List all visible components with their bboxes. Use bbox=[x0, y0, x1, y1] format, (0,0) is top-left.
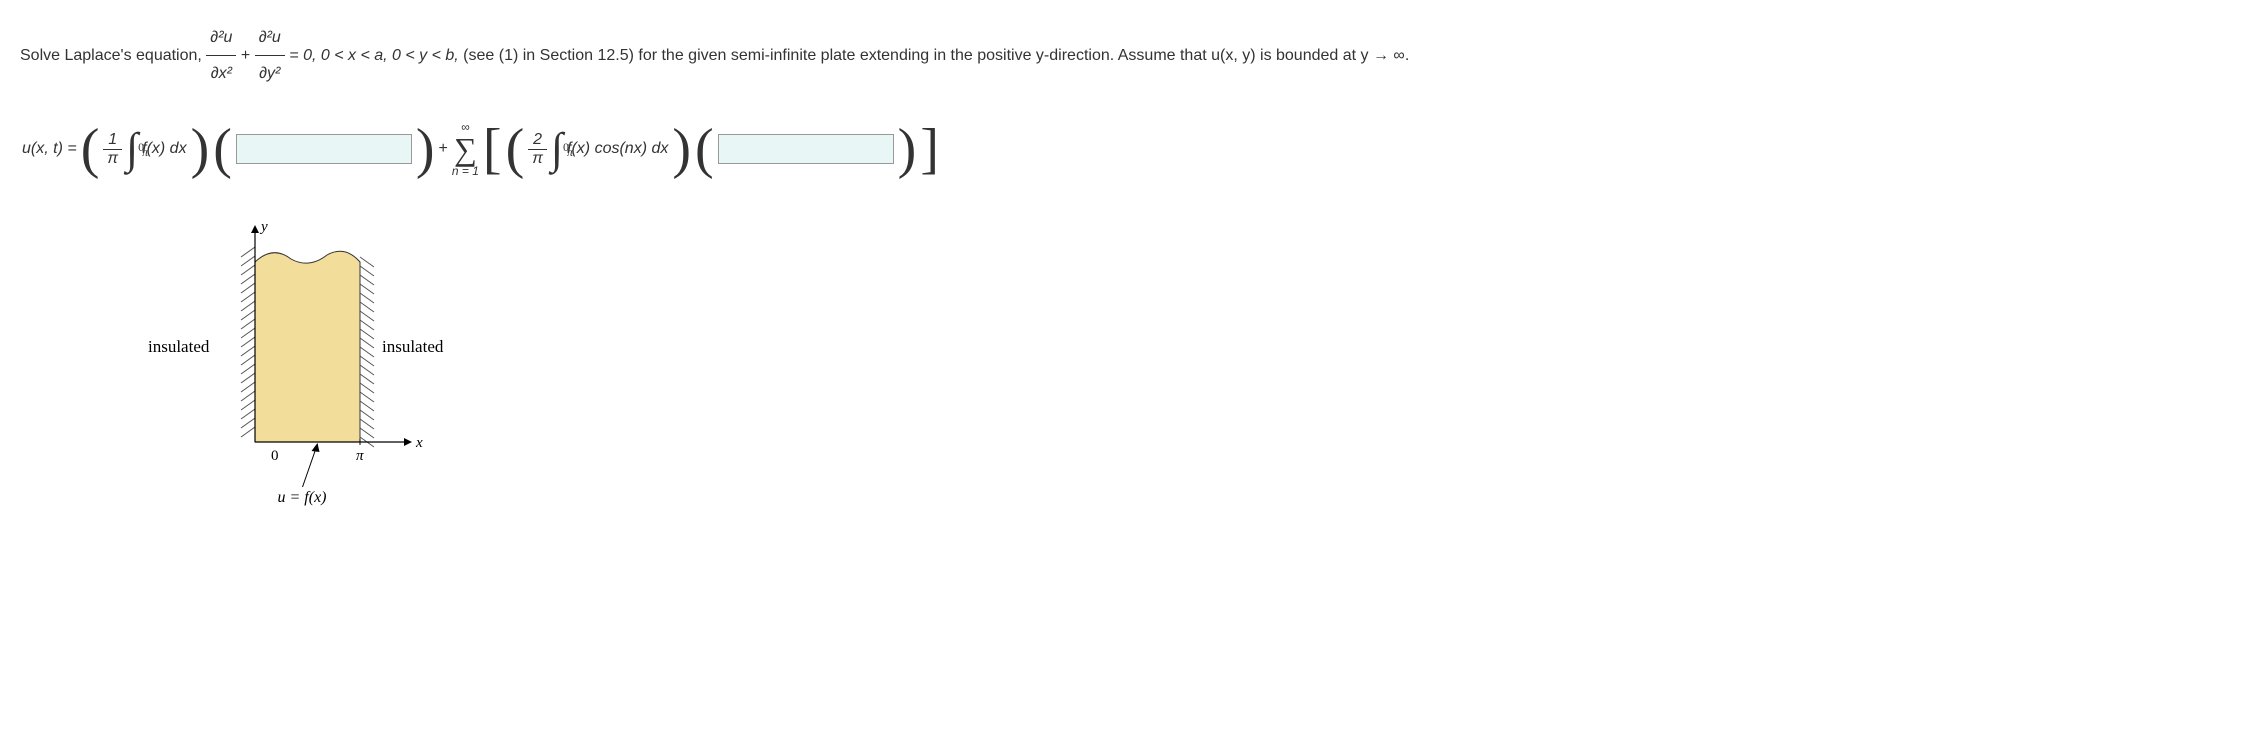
frac-2-over-pi: 2 π bbox=[528, 131, 547, 168]
plus-sign: + bbox=[439, 140, 448, 158]
integral-1: ∫ π 0 bbox=[126, 127, 138, 171]
intro-suffix: (see (1) in Section 12.5) for the given … bbox=[463, 47, 1409, 64]
answer-input-1[interactable] bbox=[236, 134, 412, 164]
pde-term2: ∂²u ∂y² bbox=[255, 20, 285, 91]
svg-text:π: π bbox=[356, 448, 364, 464]
plate-diagram: y x 0 π insulated insulated u = f(x) bbox=[140, 217, 2246, 512]
solution-lhs: u(x, t) = bbox=[22, 140, 77, 158]
rparen-blank1: ) bbox=[416, 121, 435, 177]
integrand-2: f(x) cos(nx) dx bbox=[567, 140, 668, 158]
rparen-2: ) bbox=[672, 121, 691, 177]
problem-statement: Solve Laplace's equation, ∂²u ∂x² + ∂²u … bbox=[20, 20, 2246, 91]
rparen-1: ) bbox=[191, 121, 210, 177]
frac-1-over-pi: 1 π bbox=[103, 131, 122, 168]
answer-input-2[interactable] bbox=[718, 134, 894, 164]
summation: ∞ ∑ n = 1 bbox=[452, 121, 479, 177]
svg-text:insulated: insulated bbox=[382, 337, 444, 356]
lparen-2: ( bbox=[506, 121, 525, 177]
svg-text:u = f(x): u = f(x) bbox=[278, 489, 327, 506]
lparen-blank2: ( bbox=[695, 121, 714, 177]
solution-equation: u(x, t) = ( 1 π ∫ π 0 f(x) dx ) ( ) + ∞ … bbox=[20, 121, 2246, 177]
rbracket: ] bbox=[920, 121, 939, 177]
svg-text:y: y bbox=[259, 219, 268, 235]
pde-term1: ∂²u ∂x² bbox=[206, 20, 236, 91]
svg-text:x: x bbox=[415, 435, 423, 451]
integral-2: ∫ π 0 bbox=[551, 127, 563, 171]
intro-prefix: Solve Laplace's equation, bbox=[20, 47, 206, 64]
lparen-blank1: ( bbox=[213, 121, 232, 177]
svg-text:insulated: insulated bbox=[148, 337, 210, 356]
lbracket: [ bbox=[483, 121, 502, 177]
integrand-1: f(x) dx bbox=[142, 140, 186, 158]
pde-rhs: = 0, 0 < x < a, 0 < y < b, bbox=[289, 47, 463, 64]
lparen-1: ( bbox=[81, 121, 100, 177]
diagram-svg: y x 0 π insulated insulated u = f(x) bbox=[140, 217, 460, 507]
svg-text:0: 0 bbox=[271, 448, 279, 464]
rparen-blank2: ) bbox=[898, 121, 917, 177]
